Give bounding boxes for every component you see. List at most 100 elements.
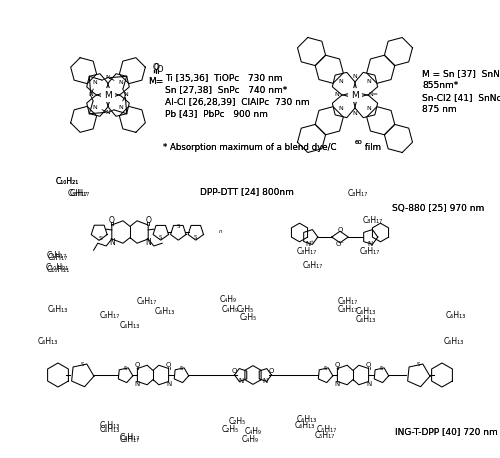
Text: C₈H₁₇: C₈H₁₇: [48, 253, 68, 262]
Text: C₈H₁₇: C₈H₁₇: [360, 247, 380, 256]
Text: N⁺: N⁺: [306, 241, 315, 247]
Text: C₂H₅: C₂H₅: [240, 313, 256, 322]
Text: DPP-DTT [24] 800nm: DPP-DTT [24] 800nm: [200, 187, 294, 196]
Text: C₁₀H₂₁: C₁₀H₂₁: [46, 266, 70, 274]
Text: N: N: [335, 382, 340, 387]
Text: C₄H₉: C₄H₉: [222, 305, 238, 315]
Text: C₆H₁₃: C₆H₁₃: [446, 311, 466, 320]
Text: S: S: [379, 366, 382, 371]
Text: C₈H₁₇: C₈H₁₇: [363, 216, 383, 225]
Text: N: N: [118, 80, 124, 85]
Text: C₆H₁₃: C₆H₁₃: [48, 305, 68, 315]
Text: 875 nm: 875 nm: [422, 105, 456, 114]
Text: O: O: [334, 362, 340, 368]
Text: C₆H₁₃: C₆H₁₃: [356, 316, 376, 325]
Text: Sn-Cl2 [41]  SnNcCl2: Sn-Cl2 [41] SnNcCl2: [422, 93, 500, 103]
Text: * Absorption maximum of a blend dye/C: * Absorption maximum of a blend dye/C: [163, 142, 337, 152]
Text: N: N: [238, 378, 244, 384]
Text: film: film: [362, 142, 381, 152]
Text: S: S: [179, 366, 182, 371]
Text: Pb [43]  PbPc   900 nm: Pb [43] PbPc 900 nm: [165, 109, 268, 119]
Text: N: N: [352, 111, 358, 116]
Text: S: S: [176, 224, 180, 229]
Text: S: S: [194, 235, 198, 240]
Text: C₅H₁₇: C₅H₁₇: [317, 425, 337, 435]
Text: C₆H₁₃: C₆H₁₃: [155, 307, 175, 316]
Text: C₈H₁₇: C₈H₁₇: [348, 189, 368, 197]
Text: C₈H₁₇: C₈H₁₇: [100, 311, 120, 320]
Text: C₈H₁₇: C₈H₁₇: [47, 251, 67, 261]
Text: S: S: [98, 236, 102, 241]
Text: M: M: [104, 91, 112, 99]
Text: M=: M=: [148, 77, 163, 87]
Text: C₈H₁₇: C₈H₁₇: [137, 298, 157, 306]
Text: O⁻: O⁻: [336, 241, 344, 247]
Text: N: N: [367, 241, 372, 247]
Text: N: N: [366, 382, 371, 387]
Text: ING-T-DPP [40] 720 nm: ING-T-DPP [40] 720 nm: [395, 427, 498, 436]
Text: * Absorption maximum of a blend dye/C: * Absorption maximum of a blend dye/C: [163, 142, 337, 152]
Text: N: N: [124, 93, 128, 98]
Text: C₈H₁₇: C₈H₁₇: [303, 261, 323, 269]
Text: S: S: [416, 362, 420, 367]
Text: Sn-Cl2 [41]  SnNcCl2: Sn-Cl2 [41] SnNcCl2: [422, 93, 500, 103]
Text: Ti [35,36]  TiOPc   730 nm: Ti [35,36] TiOPc 730 nm: [165, 73, 282, 82]
Text: N: N: [106, 110, 110, 115]
Text: N: N: [109, 238, 114, 246]
Text: C₆H₁₃: C₆H₁₃: [100, 420, 120, 430]
Text: C₈H₁₇: C₈H₁₇: [120, 436, 140, 445]
Text: O: O: [109, 216, 114, 225]
Text: SQ-880 [25] 970 nm: SQ-880 [25] 970 nm: [392, 203, 484, 213]
Text: O: O: [338, 227, 342, 233]
Text: N: N: [166, 382, 171, 387]
Text: S: S: [80, 362, 84, 367]
Text: M = Sn [37]  SnNc: M = Sn [37] SnNc: [422, 70, 500, 78]
Text: Al-Cl [26,28,39]  ClAlPc  730 nm: Al-Cl [26,28,39] ClAlPc 730 nm: [165, 98, 310, 107]
Text: C₂H₅: C₂H₅: [236, 305, 254, 313]
Text: C₁₀H₂₁: C₁₀H₂₁: [56, 178, 78, 186]
Text: C₆H₁₃: C₆H₁₃: [444, 338, 464, 347]
Text: O: O: [166, 362, 172, 368]
Text: $_n$: $_n$: [218, 228, 222, 236]
Text: C₈H₁₇: C₈H₁₇: [68, 190, 88, 198]
Text: C₆H₁₃: C₆H₁₃: [356, 307, 376, 316]
Text: Ti [35,36]  TiOPc   730 nm: Ti [35,36] TiOPc 730 nm: [165, 73, 282, 82]
Text: O: O: [154, 64, 160, 72]
Text: N: N: [146, 238, 151, 246]
Text: C₆H₁₃: C₆H₁₃: [38, 338, 58, 347]
Text: ING-T-DPP [40] 720 nm: ING-T-DPP [40] 720 nm: [395, 427, 498, 436]
Text: N: N: [366, 106, 372, 111]
Text: M=: M=: [148, 77, 163, 87]
Text: 875 nm: 875 nm: [422, 105, 456, 114]
Text: O: O: [153, 64, 159, 72]
Text: S: S: [324, 366, 327, 371]
Text: O: O: [146, 216, 151, 225]
Text: N: N: [106, 75, 110, 80]
Text: Al-Cl [26,28,39]  ClAlPc  730 nm: Al-Cl [26,28,39] ClAlPc 730 nm: [165, 98, 310, 107]
Text: 60: 60: [355, 141, 363, 146]
Text: C₆H₁₃: C₆H₁₃: [100, 425, 120, 435]
Text: N: N: [135, 382, 140, 387]
Text: C₅H₁₇: C₅H₁₇: [315, 431, 335, 440]
Text: N: N: [352, 74, 358, 79]
Text: C₆H₁₃: C₆H₁₃: [120, 321, 140, 329]
Text: Sn [27,38]  SnPc   740 nm*: Sn [27,38] SnPc 740 nm*: [165, 86, 287, 94]
Text: N: N: [334, 93, 339, 98]
Text: S: S: [159, 235, 162, 240]
Text: C₁₀H₂₁: C₁₀H₂₁: [56, 178, 78, 186]
Text: C₈H₁₇: C₈H₁₇: [338, 305, 358, 315]
Text: N: N: [338, 79, 344, 84]
Text: C₂H₅: C₂H₅: [228, 418, 246, 426]
Text: C₄H₉: C₄H₉: [220, 294, 236, 304]
Text: N: N: [92, 80, 98, 85]
Text: C₁₀H₂₁: C₁₀H₂₁: [46, 263, 68, 273]
Text: N: N: [366, 79, 372, 84]
Text: Sn [27,38]  SnPc   740 nm*: Sn [27,38] SnPc 740 nm*: [165, 86, 287, 94]
Text: Pb [43]  PbPc   900 nm: Pb [43] PbPc 900 nm: [165, 109, 268, 119]
Text: C₄H₉: C₄H₉: [242, 436, 258, 445]
Text: N: N: [338, 106, 344, 111]
Text: N: N: [262, 378, 268, 384]
Text: film: film: [362, 142, 381, 152]
Text: M = Sn [37]  SnNc: M = Sn [37] SnNc: [422, 70, 500, 78]
Text: M: M: [351, 91, 359, 99]
